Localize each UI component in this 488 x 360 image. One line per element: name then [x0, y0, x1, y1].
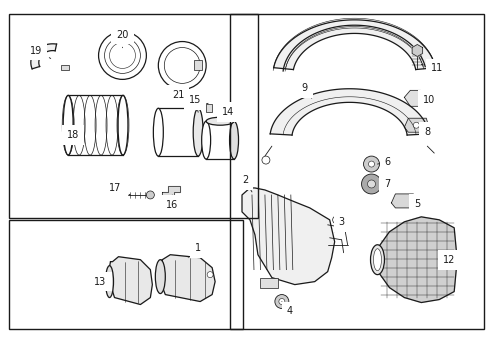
Polygon shape — [411, 45, 422, 57]
Ellipse shape — [229, 121, 238, 159]
Text: 10: 10 — [422, 95, 434, 105]
Bar — [194, 60, 202, 71]
Text: 11: 11 — [421, 63, 443, 73]
Polygon shape — [158, 255, 215, 302]
Text: 2: 2 — [242, 175, 251, 192]
Circle shape — [262, 156, 269, 164]
Text: 18: 18 — [66, 130, 80, 140]
Ellipse shape — [206, 117, 234, 125]
Polygon shape — [404, 90, 426, 106]
Text: 19: 19 — [30, 45, 51, 58]
Text: 20: 20 — [116, 30, 128, 48]
Bar — [9, 14, 258, 218]
Bar — [206, 104, 212, 112]
Text: 8: 8 — [424, 127, 429, 137]
Polygon shape — [404, 118, 427, 132]
Polygon shape — [390, 194, 414, 208]
Circle shape — [332, 216, 340, 224]
Text: 21: 21 — [172, 90, 184, 100]
Polygon shape — [31, 44, 57, 69]
Ellipse shape — [370, 245, 384, 275]
Text: 6: 6 — [377, 157, 390, 167]
Bar — [229, 14, 483, 329]
Polygon shape — [273, 20, 435, 69]
Circle shape — [368, 161, 374, 167]
Circle shape — [274, 294, 288, 309]
Polygon shape — [242, 188, 334, 285]
Bar — [260, 278, 277, 288]
Circle shape — [367, 180, 375, 188]
Ellipse shape — [373, 249, 381, 271]
Ellipse shape — [153, 108, 163, 156]
Text: 14: 14 — [222, 107, 234, 118]
Text: 15: 15 — [189, 95, 201, 112]
Circle shape — [412, 122, 419, 128]
Text: 1: 1 — [188, 243, 201, 258]
Text: 5: 5 — [412, 199, 420, 209]
Ellipse shape — [105, 266, 113, 298]
Ellipse shape — [201, 121, 210, 159]
Text: 16: 16 — [166, 195, 178, 210]
Ellipse shape — [155, 260, 165, 293]
Text: 7: 7 — [382, 179, 390, 189]
Polygon shape — [108, 257, 152, 305]
Bar — [9, 220, 243, 329]
Circle shape — [361, 174, 381, 194]
Ellipse shape — [193, 108, 203, 156]
Text: 9: 9 — [301, 84, 311, 98]
Text: 12: 12 — [442, 255, 455, 265]
Polygon shape — [162, 186, 180, 198]
Text: 17: 17 — [109, 183, 130, 195]
Polygon shape — [374, 217, 456, 302]
Circle shape — [278, 298, 285, 305]
Circle shape — [363, 156, 379, 172]
Circle shape — [207, 272, 213, 278]
Circle shape — [146, 191, 154, 199]
Polygon shape — [270, 89, 428, 135]
Bar — [61, 66, 68, 71]
Text: 13: 13 — [94, 276, 107, 287]
Text: 4: 4 — [281, 302, 292, 316]
Text: 3: 3 — [334, 217, 344, 232]
